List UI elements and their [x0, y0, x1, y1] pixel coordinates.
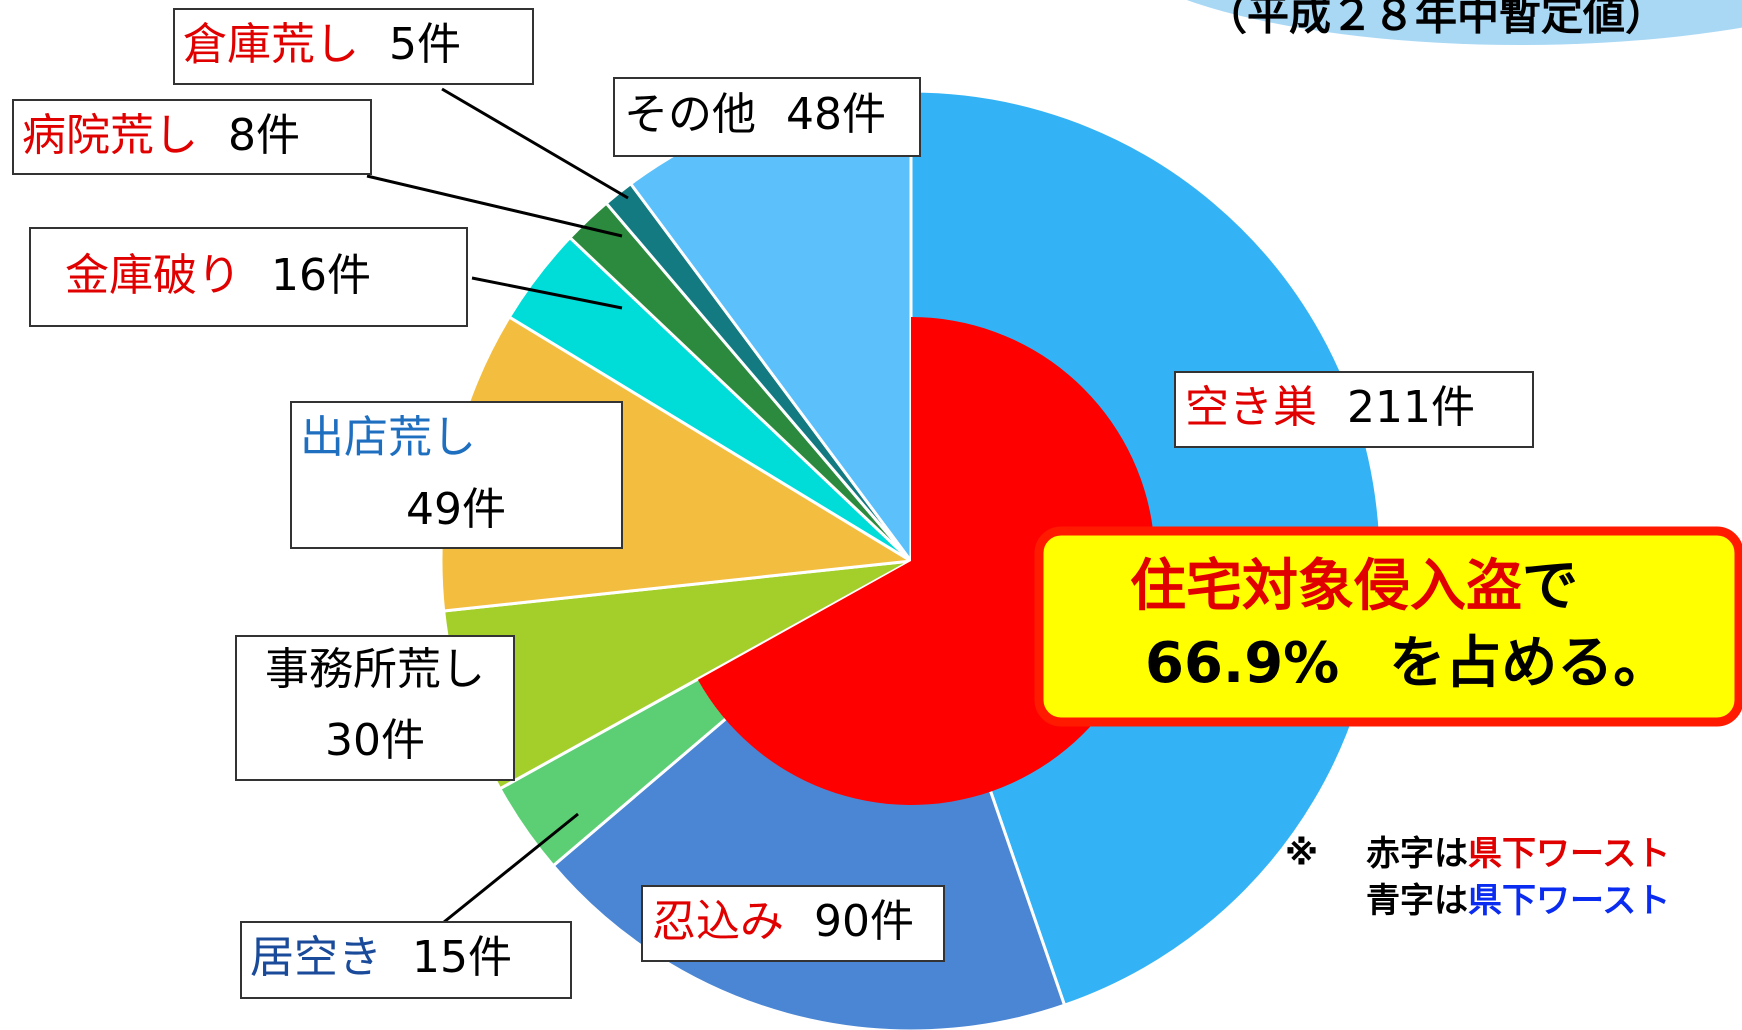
- note-line: 青字は県下ワースト: [1366, 881, 1670, 921]
- note-text: 赤字は: [1366, 834, 1468, 874]
- slice-label: 空き巣 211件: [1185, 382, 1475, 433]
- label-box: [240, 921, 572, 999]
- note-mark: ※: [1285, 834, 1318, 874]
- title-banner: [1186, 0, 1742, 45]
- leader-line: [366, 174, 623, 238]
- label-box: [29, 227, 468, 327]
- category-label: 金庫破り: [65, 250, 241, 301]
- note: ※ 赤字は県下ワースト 青字は県下ワースト: [1285, 834, 1670, 921]
- leader-line: [471, 276, 623, 310]
- slice-label: 金庫破り 16件: [65, 250, 371, 301]
- value-label: 48件: [786, 89, 886, 140]
- callout-line2: 66.9% を占める。: [1145, 631, 1669, 696]
- value-label: 8件: [228, 110, 300, 161]
- label-box: [290, 401, 623, 549]
- chart-title: （平成２８年中暫定値）: [1205, 0, 1667, 40]
- note-line: 赤字は県下ワースト: [1366, 834, 1670, 874]
- callout: 住宅対象侵入盗で 66.9% を占める。: [1034, 526, 1742, 727]
- callout-value: 66.9%: [1145, 631, 1339, 696]
- label-box: [235, 635, 515, 781]
- label-box: [173, 8, 534, 85]
- note-highlight: 県下ワースト: [1468, 834, 1670, 874]
- slice-label: 事務所荒し: [265, 644, 485, 695]
- value-label: 49件: [406, 484, 506, 535]
- category-label: その他: [624, 89, 756, 140]
- leader-line: [443, 812, 579, 924]
- callout-highlight: 住宅対象侵入盗: [1130, 554, 1522, 619]
- label-box: [613, 77, 921, 157]
- category-label: 出店荒し: [300, 412, 476, 463]
- value-label: 90件: [814, 896, 914, 947]
- callout-box: [1034, 526, 1742, 727]
- note-text: 青字は: [1366, 881, 1468, 921]
- category-label: 忍込み: [652, 896, 784, 947]
- label-box: [641, 885, 945, 962]
- note-highlight: 県下ワースト: [1468, 881, 1670, 921]
- callout-text: で: [1522, 554, 1578, 619]
- leader-line: [441, 87, 629, 200]
- callout-text: を占める。: [1389, 631, 1669, 696]
- slice-label: 出店荒し: [300, 412, 476, 463]
- slice-label: 居空き 15件: [250, 932, 512, 983]
- value-label: 5件: [389, 19, 461, 70]
- slice-label: その他 48件: [624, 89, 886, 140]
- category-label: 倉庫荒し: [183, 19, 359, 70]
- label-box: [1174, 371, 1534, 448]
- category-label: 事務所荒し: [265, 644, 485, 695]
- category-label: 居空き: [250, 932, 382, 983]
- value-label: 16件: [271, 250, 371, 301]
- value-label: 30件: [325, 715, 425, 766]
- slice-label: 49件: [406, 484, 506, 535]
- category-label: 空き巣: [1185, 382, 1317, 433]
- slice-label: 倉庫荒し 5件: [183, 19, 461, 70]
- value-label: 211件: [1347, 382, 1475, 433]
- callout-line1: 住宅対象侵入盗で: [1130, 554, 1578, 619]
- label-box: [12, 99, 372, 175]
- slice-label: 病院荒し 8件: [22, 110, 300, 161]
- category-label: 病院荒し: [22, 110, 198, 161]
- value-label: 15件: [412, 932, 512, 983]
- slice-label: 忍込み 90件: [652, 896, 914, 947]
- slice-label: 30件: [325, 715, 425, 766]
